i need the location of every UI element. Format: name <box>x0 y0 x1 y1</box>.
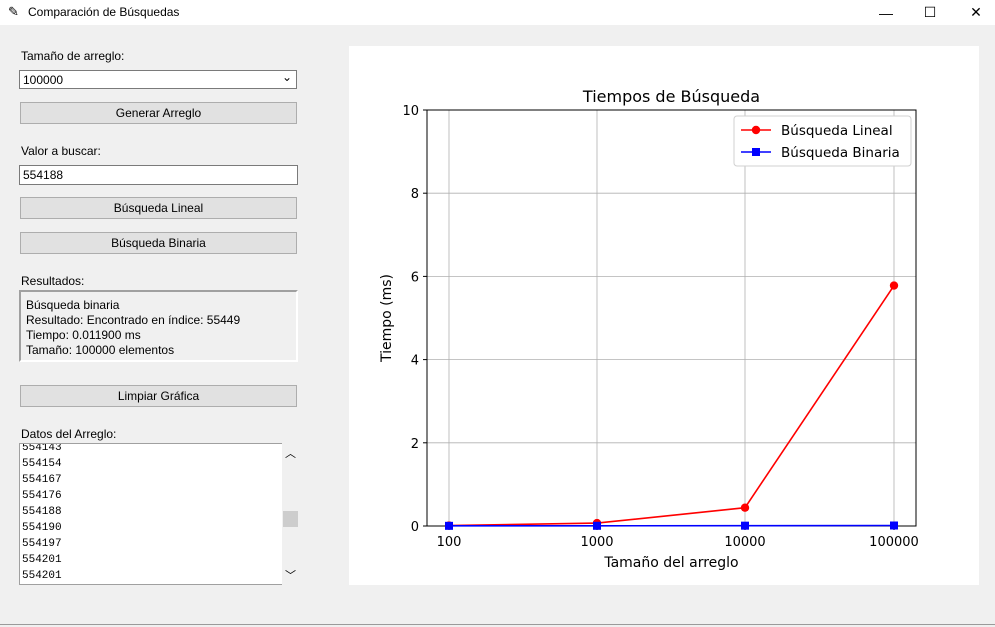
y-tick-label: 2 <box>411 437 419 452</box>
search-value-label: Valor a buscar: <box>21 144 101 158</box>
legend-label: Búsqueda Lineal <box>781 123 893 139</box>
list-item: 554143 <box>22 443 62 454</box>
list-item: 554176 <box>22 490 62 502</box>
data-point <box>445 521 453 530</box>
array-size-label: Tamaño de arreglo: <box>21 49 125 63</box>
x-tick-label: 100000 <box>869 535 919 550</box>
list-item: 554167 <box>22 474 62 486</box>
y-tick-label: 6 <box>411 270 419 285</box>
chevron-down-icon[interactable]: ⌄ <box>281 70 292 84</box>
results-line: Tamaño: 100000 elementos <box>26 343 175 357</box>
x-tick-label: 100 <box>437 535 462 550</box>
list-item: 554201 <box>22 554 62 566</box>
chart-panel: 0 2 4 6 8 10 100 1000 10000 100000 Tiempos de Bús… <box>349 46 979 585</box>
list-item: 554188 <box>22 506 62 518</box>
title-bar: ✎ Comparación de Búsquedas — ☐ ✕ <box>0 0 995 25</box>
window-bottom-border <box>0 624 995 625</box>
legend-label: Búsqueda Binaria <box>781 145 900 161</box>
binary-search-button[interactable]: Búsqueda Binaria <box>20 232 297 254</box>
chart-legend: Búsqueda Lineal Búsqueda Binaria <box>733 115 912 167</box>
array-data-label: Datos del Arreglo: <box>21 427 117 441</box>
linear-search-button[interactable]: Búsqueda Lineal <box>20 197 297 219</box>
results-box: Búsqueda binaria Resultado: Encontrado e… <box>19 290 298 362</box>
list-item: 554201 <box>22 570 62 582</box>
data-point <box>889 281 899 290</box>
y-tick-label: 0 <box>411 520 419 535</box>
y-tick-label: 8 <box>411 187 419 202</box>
y-tick-label: 4 <box>411 354 419 369</box>
chart-title: Tiempos de Búsqueda <box>582 87 760 106</box>
legend-marker <box>752 148 760 156</box>
list-item: 554154 <box>22 458 62 470</box>
search-value-field[interactable] <box>19 165 298 185</box>
data-point <box>890 521 898 530</box>
minimize-button[interactable]: — <box>863 0 909 25</box>
search-times-chart: 0 2 4 6 8 10 100 1000 10000 100000 Tiempos de Bús… <box>379 87 919 571</box>
data-point <box>593 521 601 530</box>
legend-box <box>733 115 912 167</box>
results-line: Tiempo: 0.011900 ms <box>26 328 141 342</box>
plot-frame <box>426 109 917 527</box>
generate-array-button[interactable]: Generar Arreglo <box>20 102 297 124</box>
close-icon: ✕ <box>970 4 982 20</box>
minimize-icon: — <box>879 4 893 21</box>
x-tick-label: 1000 <box>580 535 613 550</box>
array-size-value: 100000 <box>23 73 64 87</box>
data-point <box>741 521 749 530</box>
data-point <box>740 503 750 512</box>
results-line: Resultado: Encontrado en índice: 55449 <box>26 313 241 327</box>
results-label: Resultados: <box>21 274 85 288</box>
series-line <box>448 285 895 527</box>
list-item: 554197 <box>22 538 62 550</box>
y-tick-label: 10 <box>402 104 419 119</box>
chevron-down-icon[interactable]: ﹀ <box>285 570 296 582</box>
chevron-up-icon[interactable]: ︿ <box>285 448 296 460</box>
array-data-scrollbar[interactable]: ︿ ﹀ <box>282 443 299 585</box>
maximize-icon: ☐ <box>923 4 937 20</box>
feather-icon: ✎ <box>8 4 19 19</box>
array-data-list[interactable]: 554143 554154 554167 554176 554188 55419… <box>19 443 299 585</box>
x-axis-label: Tamaño del arreglo <box>603 555 738 571</box>
search-value-input[interactable] <box>23 168 293 182</box>
results-line: Búsqueda binaria <box>26 298 120 312</box>
close-button[interactable]: ✕ <box>953 0 995 25</box>
y-axis-label: Tiempo (ms) <box>379 274 395 363</box>
window-title: Comparación de Búsquedas <box>28 5 180 19</box>
clear-chart-button[interactable]: Limpiar Gráfica <box>20 385 297 407</box>
legend-marker <box>751 125 761 135</box>
maximize-button[interactable]: ☐ <box>907 0 953 25</box>
x-tick-label: 10000 <box>724 535 765 550</box>
array-size-select[interactable]: 100000 ⌄ <box>19 70 297 89</box>
list-item: 554190 <box>22 522 62 534</box>
scrollbar-thumb[interactable] <box>283 511 298 527</box>
